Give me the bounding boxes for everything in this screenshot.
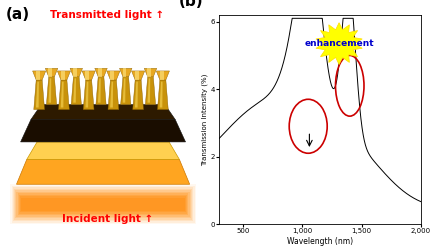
Y-axis label: Transmission Intensity (%): Transmission Intensity (%)	[201, 73, 208, 166]
Polygon shape	[13, 187, 194, 221]
Polygon shape	[49, 78, 51, 103]
Polygon shape	[123, 68, 126, 77]
Polygon shape	[148, 78, 150, 103]
Polygon shape	[34, 80, 45, 110]
Polygon shape	[18, 193, 188, 215]
Polygon shape	[160, 71, 164, 80]
Polygon shape	[20, 120, 186, 142]
Polygon shape	[119, 68, 132, 77]
Polygon shape	[83, 80, 94, 110]
Polygon shape	[96, 77, 106, 105]
Polygon shape	[36, 82, 39, 108]
Polygon shape	[108, 80, 119, 110]
Polygon shape	[27, 142, 179, 159]
Polygon shape	[20, 196, 186, 212]
Polygon shape	[59, 80, 69, 110]
Polygon shape	[316, 23, 362, 64]
Polygon shape	[133, 80, 144, 110]
Polygon shape	[121, 77, 131, 105]
Polygon shape	[12, 186, 194, 223]
Polygon shape	[31, 105, 175, 120]
Polygon shape	[73, 68, 77, 77]
Polygon shape	[19, 195, 187, 214]
Text: (a): (a)	[6, 7, 30, 22]
Polygon shape	[21, 198, 185, 211]
Polygon shape	[110, 71, 114, 80]
Polygon shape	[95, 68, 107, 77]
Polygon shape	[16, 192, 190, 217]
X-axis label: Wavelength (nm): Wavelength (nm)	[287, 237, 353, 246]
Text: (b): (b)	[179, 0, 204, 9]
Polygon shape	[33, 71, 46, 80]
Polygon shape	[14, 189, 192, 220]
Polygon shape	[132, 71, 145, 80]
Polygon shape	[46, 77, 57, 105]
Polygon shape	[145, 77, 156, 105]
Polygon shape	[45, 68, 58, 77]
Polygon shape	[61, 71, 65, 80]
Polygon shape	[85, 82, 89, 108]
Polygon shape	[98, 78, 101, 103]
Polygon shape	[15, 190, 191, 218]
Polygon shape	[57, 71, 70, 80]
Polygon shape	[85, 71, 89, 80]
Polygon shape	[16, 159, 190, 184]
Polygon shape	[156, 71, 169, 80]
Polygon shape	[98, 68, 102, 77]
Polygon shape	[110, 82, 113, 108]
Polygon shape	[10, 184, 196, 224]
Polygon shape	[107, 71, 120, 80]
Polygon shape	[144, 68, 157, 77]
Polygon shape	[70, 68, 82, 77]
Polygon shape	[71, 77, 82, 105]
Text: Transmitted light ↑: Transmitted light ↑	[50, 10, 164, 20]
Polygon shape	[123, 78, 125, 103]
Polygon shape	[36, 71, 40, 80]
Polygon shape	[135, 82, 138, 108]
Text: Incident light ↑: Incident light ↑	[62, 214, 153, 224]
Polygon shape	[160, 82, 163, 108]
Text: enhancement: enhancement	[304, 39, 374, 48]
Polygon shape	[82, 71, 95, 80]
Polygon shape	[49, 68, 52, 77]
Polygon shape	[158, 80, 168, 110]
Polygon shape	[61, 82, 64, 108]
Polygon shape	[73, 78, 76, 103]
Polygon shape	[135, 71, 139, 80]
Polygon shape	[148, 68, 151, 77]
